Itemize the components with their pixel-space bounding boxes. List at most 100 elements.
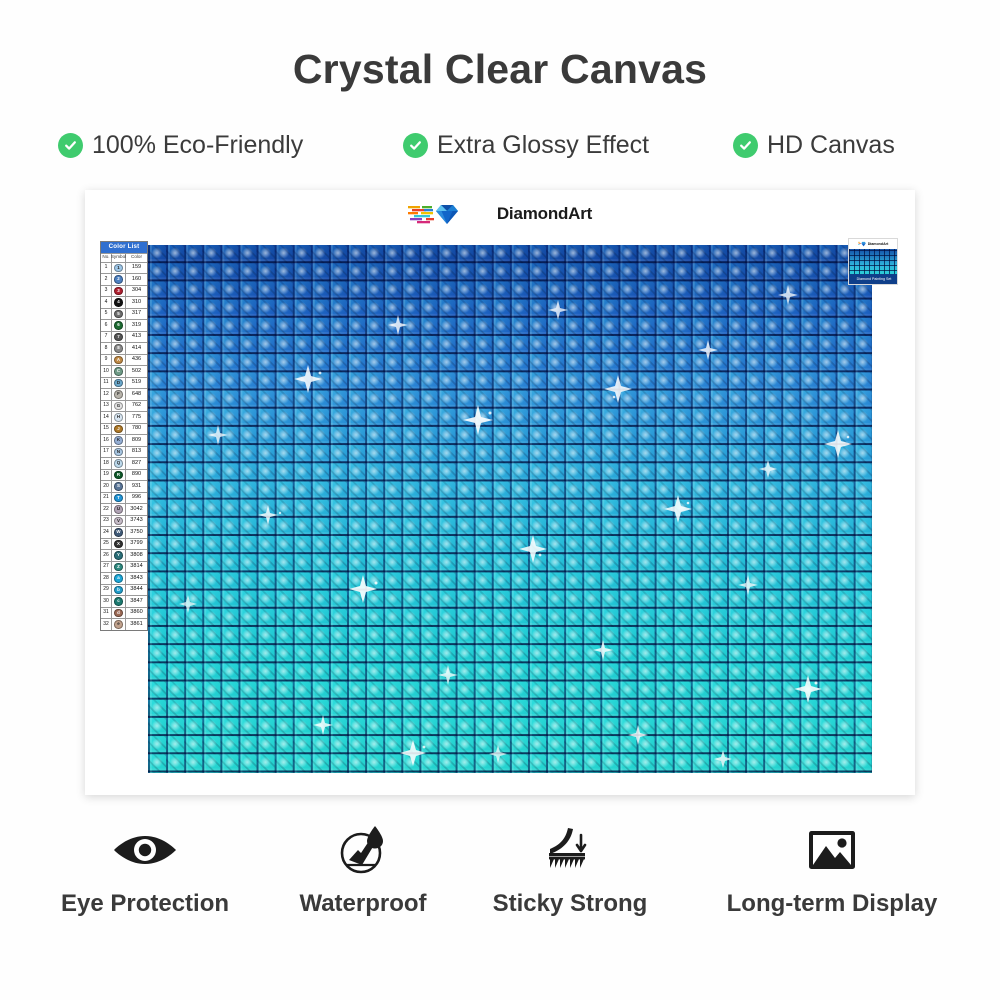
- color-row-number: 20: [101, 480, 112, 492]
- badge-label: Extra Glossy Effect: [437, 131, 650, 159]
- sparkle-overlay: [148, 245, 872, 773]
- color-list-row: 23 V 3743: [101, 514, 147, 527]
- color-row-symbol: W: [112, 526, 126, 538]
- color-list-row: 32 e 3861: [101, 618, 147, 630]
- color-list-row: 2 2 160: [101, 273, 147, 285]
- color-row-code: 3861: [126, 618, 147, 630]
- color-row-number: 10: [101, 365, 112, 377]
- color-row-symbol: H: [112, 411, 126, 423]
- badge-label: 100% Eco-Friendly: [92, 131, 304, 159]
- feature-waterproof: Waterproof: [270, 824, 456, 918]
- color-row-symbol: Y: [112, 549, 126, 561]
- feature-label: Sticky Strong: [492, 890, 648, 917]
- color-list-row: 12 F 648: [101, 388, 147, 400]
- diamond-logo-icon: [407, 205, 458, 224]
- color-row-symbol: c: [112, 595, 126, 607]
- color-list-row: 5 5 317: [101, 307, 147, 320]
- color-row-code: 317: [126, 307, 147, 320]
- color-swatch-dot: 8: [114, 344, 123, 353]
- color-row-number: 28: [101, 572, 112, 584]
- badge-row: 100% Eco-Friendly Extra Glossy Effect HD…: [58, 131, 948, 160]
- color-swatch-dot: a: [114, 574, 123, 583]
- color-list-row: 9 A 436: [101, 353, 147, 366]
- color-swatch-dot: V: [114, 516, 123, 526]
- color-row-number: 25: [101, 537, 112, 550]
- color-row-symbol: F: [112, 388, 126, 400]
- color-row-number: 6: [101, 319, 112, 331]
- check-circle-icon: [733, 133, 758, 158]
- canvas-preview-card: DiamondArt: [85, 190, 915, 795]
- diamond-logo-icon: [857, 241, 866, 247]
- color-row-symbol: G: [112, 399, 126, 412]
- color-row-code: 3799: [126, 537, 147, 550]
- feature-label: Eye Protection: [60, 890, 230, 917]
- color-row-symbol: 3: [112, 284, 126, 297]
- color-list-row: 25 X 3799: [101, 537, 147, 550]
- color-list-row: 18 Q 827: [101, 457, 147, 469]
- color-row-symbol: N: [112, 445, 126, 458]
- color-list-rows: 1 1 159 2 2 160 3 3 304 4 4 310 5 5 317 6 6 319 7 7 413 8 8 414…: [101, 261, 147, 630]
- color-row-number: 18: [101, 457, 112, 469]
- column-header-no: No.: [101, 252, 112, 262]
- color-row-symbol: T: [112, 491, 126, 504]
- color-row-number: 15: [101, 422, 112, 435]
- color-row-code: 502: [126, 365, 147, 377]
- color-row-number: 5: [101, 307, 112, 320]
- feature-row: Eye Protection Waterproof: [20, 824, 980, 918]
- color-row-code: 304: [126, 284, 147, 297]
- color-row-number: 24: [101, 526, 112, 538]
- color-list-title: Color List: [101, 242, 147, 253]
- color-row-number: 4: [101, 296, 112, 308]
- color-row-number: 1: [101, 261, 112, 274]
- color-row-symbol: K: [112, 434, 126, 446]
- color-list-row: 8 8 414: [101, 342, 147, 354]
- color-list-row: 10 C 502: [101, 365, 147, 377]
- color-row-code: 762: [126, 399, 147, 412]
- color-list-row: 30 c 3847: [101, 595, 147, 607]
- color-list-row: 27 Z 3814: [101, 560, 147, 573]
- color-swatch-dot: R: [114, 470, 123, 480]
- picture-icon: [807, 824, 857, 876]
- color-swatch-dot: Z: [114, 562, 123, 572]
- color-row-number: 30: [101, 595, 112, 607]
- badge-eco-friendly: 100% Eco-Friendly: [58, 131, 403, 160]
- color-row-code: 3808: [126, 549, 147, 561]
- color-row-number: 26: [101, 549, 112, 561]
- color-row-number: 19: [101, 468, 112, 481]
- feature-sticky-strong: Sticky Strong: [456, 824, 684, 918]
- color-swatch-dot: Y: [114, 551, 123, 560]
- check-circle-icon: [403, 133, 428, 158]
- color-row-symbol: C: [112, 365, 126, 377]
- color-swatch-dot: 7: [114, 332, 123, 342]
- color-row-symbol: Q: [112, 457, 126, 469]
- color-row-number: 14: [101, 411, 112, 423]
- feature-eye-protection: Eye Protection: [20, 824, 270, 918]
- color-list-row: 6 6 319: [101, 319, 147, 331]
- adhesive-peel-icon: [544, 824, 596, 876]
- color-list-row: 31 d 3860: [101, 606, 147, 619]
- color-row-symbol: Z: [112, 560, 126, 573]
- color-row-number: 2: [101, 273, 112, 285]
- color-swatch-dot: W: [114, 528, 123, 537]
- color-row-number: 32: [101, 618, 112, 630]
- color-swatch-dot: b: [114, 585, 123, 595]
- color-swatch-dot: 5: [114, 309, 123, 319]
- color-row-symbol: U: [112, 503, 126, 515]
- color-list-row: 20 S 931: [101, 480, 147, 492]
- color-list-row: 26 Y 3808: [101, 549, 147, 561]
- color-row-code: 3042: [126, 503, 147, 515]
- feature-label: Waterproof: [299, 890, 427, 917]
- color-row-symbol: S: [112, 480, 126, 492]
- feature-label: Long-term Display: [726, 890, 938, 917]
- color-row-code: 436: [126, 353, 147, 366]
- color-list-row: 24 W 3750: [101, 526, 147, 538]
- badge-label: HD Canvas: [767, 131, 895, 159]
- color-row-symbol: 1: [112, 261, 126, 274]
- color-swatch-dot: D: [114, 378, 123, 388]
- color-swatch-dot: F: [114, 390, 123, 399]
- product-thumbnail: DiamondArt Diamond Painting Set: [848, 238, 898, 285]
- thumbnail-brand-bar: DiamondArt: [849, 239, 897, 249]
- color-swatch-dot: X: [114, 539, 123, 549]
- color-swatch-dot: C: [114, 367, 123, 376]
